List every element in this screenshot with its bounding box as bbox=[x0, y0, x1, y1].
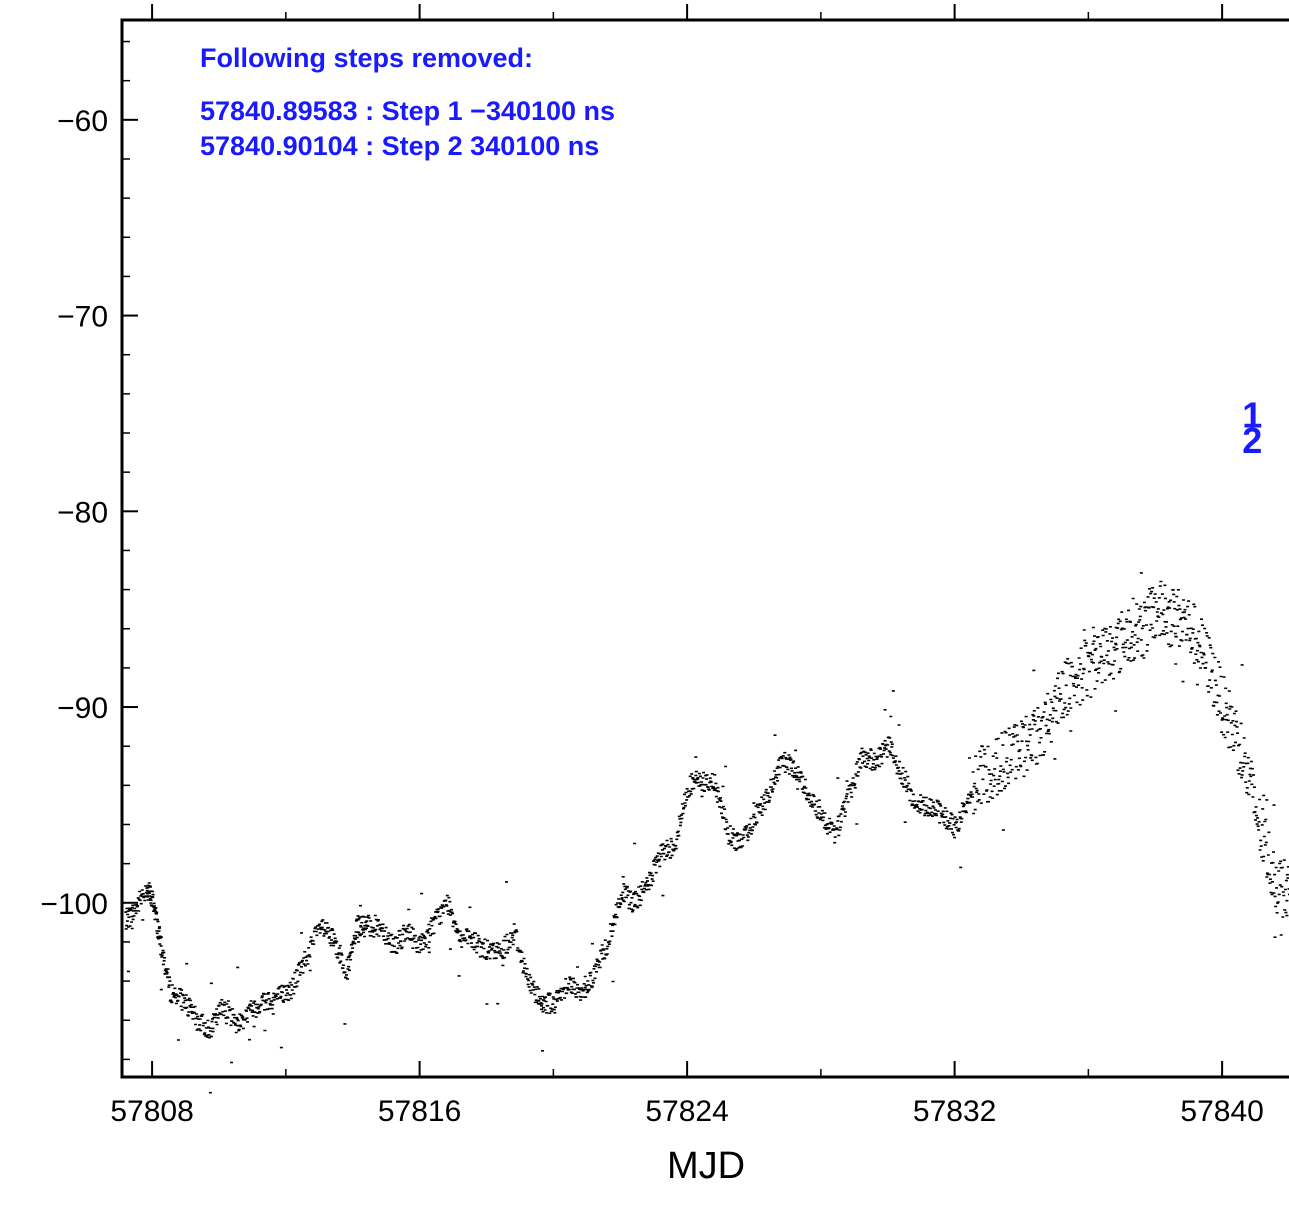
x-tick-label: 57808 bbox=[110, 1095, 193, 1128]
x-tick-label: 57816 bbox=[378, 1095, 461, 1128]
steps-annotation-title: Following steps removed: bbox=[200, 43, 533, 73]
step-marker-1: 1 bbox=[1242, 394, 1262, 435]
tick-labels: 57808 57816 57824 57832 57840 −60 −70 −80 −90 −10… bbox=[40, 105, 1263, 1128]
data-series-marks bbox=[124, 572, 1289, 1094]
step-markers: 12 bbox=[1242, 394, 1262, 460]
step-marker-2: 2 bbox=[1242, 420, 1262, 461]
y-tick-label: −80 bbox=[57, 496, 108, 529]
data-points bbox=[124, 572, 1289, 1094]
y-tick-label: −60 bbox=[57, 105, 108, 138]
step-1-annotation: 57840.89583 : Step 1 −340100 ns bbox=[200, 96, 615, 126]
plot-axes bbox=[120, 4, 1289, 1079]
steps-annotation: Following steps removed: 57840.89583 : S… bbox=[200, 43, 615, 161]
x-tick-label: 57840 bbox=[1180, 1095, 1263, 1128]
x-axis-title: MJD bbox=[667, 1145, 745, 1187]
y-tick-label: −90 bbox=[57, 692, 108, 725]
plot-frame bbox=[120, 18, 1289, 1079]
y-tick-label: −100 bbox=[40, 888, 108, 921]
y-tick-label: −70 bbox=[57, 301, 108, 334]
x-tick-label: 57824 bbox=[645, 1095, 728, 1128]
step-2-annotation: 57840.90104 : Step 2 340100 ns bbox=[200, 131, 599, 161]
x-tick-label: 57832 bbox=[913, 1095, 996, 1128]
